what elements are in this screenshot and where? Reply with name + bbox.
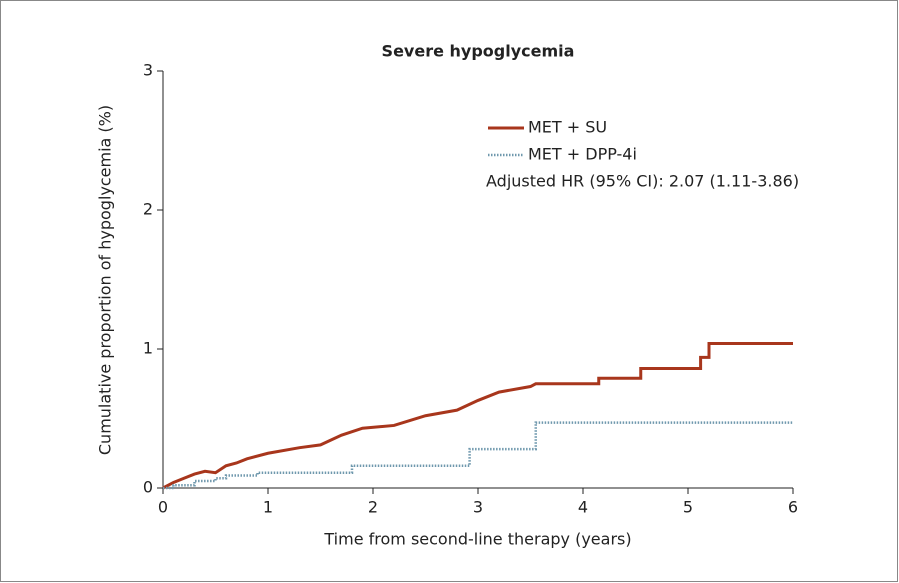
- x-tick-label: 1: [263, 498, 273, 517]
- chart-title: Severe hypoglycemia: [382, 42, 575, 61]
- annotation: Adjusted HR (95% CI): 2.07 (1.11-3.86): [486, 172, 799, 191]
- legend-label: MET + SU: [528, 118, 607, 137]
- x-tick-label: 5: [683, 498, 693, 517]
- y-tick-label: 1: [143, 339, 153, 358]
- y-axis-label: Cumulative proportion of hypoglycemia (%…: [96, 105, 115, 455]
- series-line: [163, 421, 793, 490]
- legend-label: MET + DPP-4i: [528, 145, 637, 164]
- y-tick-label: 3: [143, 61, 153, 80]
- x-axis-label: Time from second-line therapy (years): [323, 530, 631, 549]
- series-line: [162, 341, 793, 490]
- x-tick-label: 3: [473, 498, 483, 517]
- y-tick-label: 0: [143, 478, 153, 497]
- x-tick-label: 2: [368, 498, 378, 517]
- x-tick-label: 4: [578, 498, 588, 517]
- x-tick-label: 0: [158, 498, 168, 517]
- y-tick-label: 2: [143, 200, 153, 219]
- x-tick-label: 6: [788, 498, 798, 517]
